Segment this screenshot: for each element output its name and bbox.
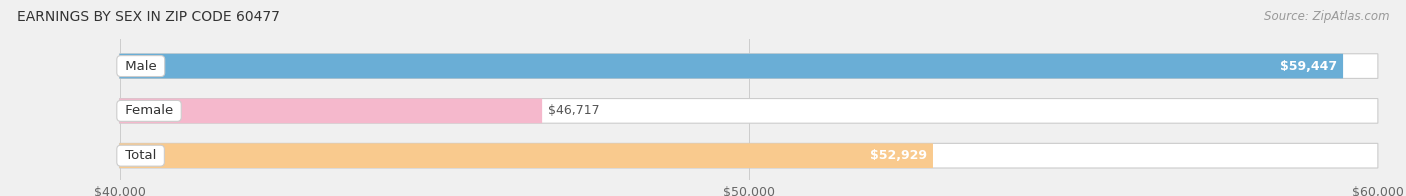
Text: Female: Female (121, 104, 177, 117)
FancyBboxPatch shape (120, 143, 934, 168)
FancyBboxPatch shape (120, 54, 1378, 78)
Text: Total: Total (121, 149, 160, 162)
Text: Male: Male (121, 60, 160, 73)
Text: $46,717: $46,717 (548, 104, 600, 117)
Text: $59,447: $59,447 (1279, 60, 1337, 73)
Text: Source: ZipAtlas.com: Source: ZipAtlas.com (1264, 10, 1389, 23)
FancyBboxPatch shape (120, 99, 1378, 123)
FancyBboxPatch shape (120, 54, 1343, 78)
Text: $52,929: $52,929 (870, 149, 927, 162)
FancyBboxPatch shape (120, 143, 1378, 168)
Text: EARNINGS BY SEX IN ZIP CODE 60477: EARNINGS BY SEX IN ZIP CODE 60477 (17, 10, 280, 24)
FancyBboxPatch shape (120, 99, 543, 123)
